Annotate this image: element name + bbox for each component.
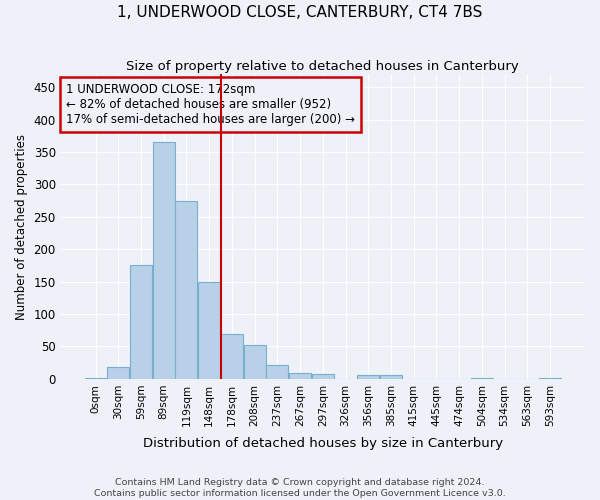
Bar — [266, 364, 289, 379]
Bar — [130, 266, 152, 379]
Bar — [152, 142, 175, 379]
Y-axis label: Number of detached properties: Number of detached properties — [15, 134, 28, 320]
Bar — [85, 378, 107, 379]
Bar — [198, 282, 220, 379]
Bar — [539, 378, 561, 379]
Text: 1, UNDERWOOD CLOSE, CANTERBURY, CT4 7BS: 1, UNDERWOOD CLOSE, CANTERBURY, CT4 7BS — [118, 5, 482, 20]
X-axis label: Distribution of detached houses by size in Canterbury: Distribution of detached houses by size … — [143, 437, 503, 450]
Title: Size of property relative to detached houses in Canterbury: Size of property relative to detached ho… — [127, 60, 519, 73]
Bar — [357, 375, 379, 379]
Bar — [107, 367, 129, 379]
Bar — [380, 375, 402, 379]
Text: 1 UNDERWOOD CLOSE: 172sqm
← 82% of detached houses are smaller (952)
17% of semi: 1 UNDERWOOD CLOSE: 172sqm ← 82% of detac… — [66, 84, 355, 126]
Bar — [312, 374, 334, 379]
Text: Contains HM Land Registry data © Crown copyright and database right 2024.
Contai: Contains HM Land Registry data © Crown c… — [94, 478, 506, 498]
Bar — [471, 378, 493, 379]
Bar — [221, 334, 243, 379]
Bar — [175, 200, 197, 379]
Bar — [289, 373, 311, 379]
Bar — [244, 344, 266, 379]
